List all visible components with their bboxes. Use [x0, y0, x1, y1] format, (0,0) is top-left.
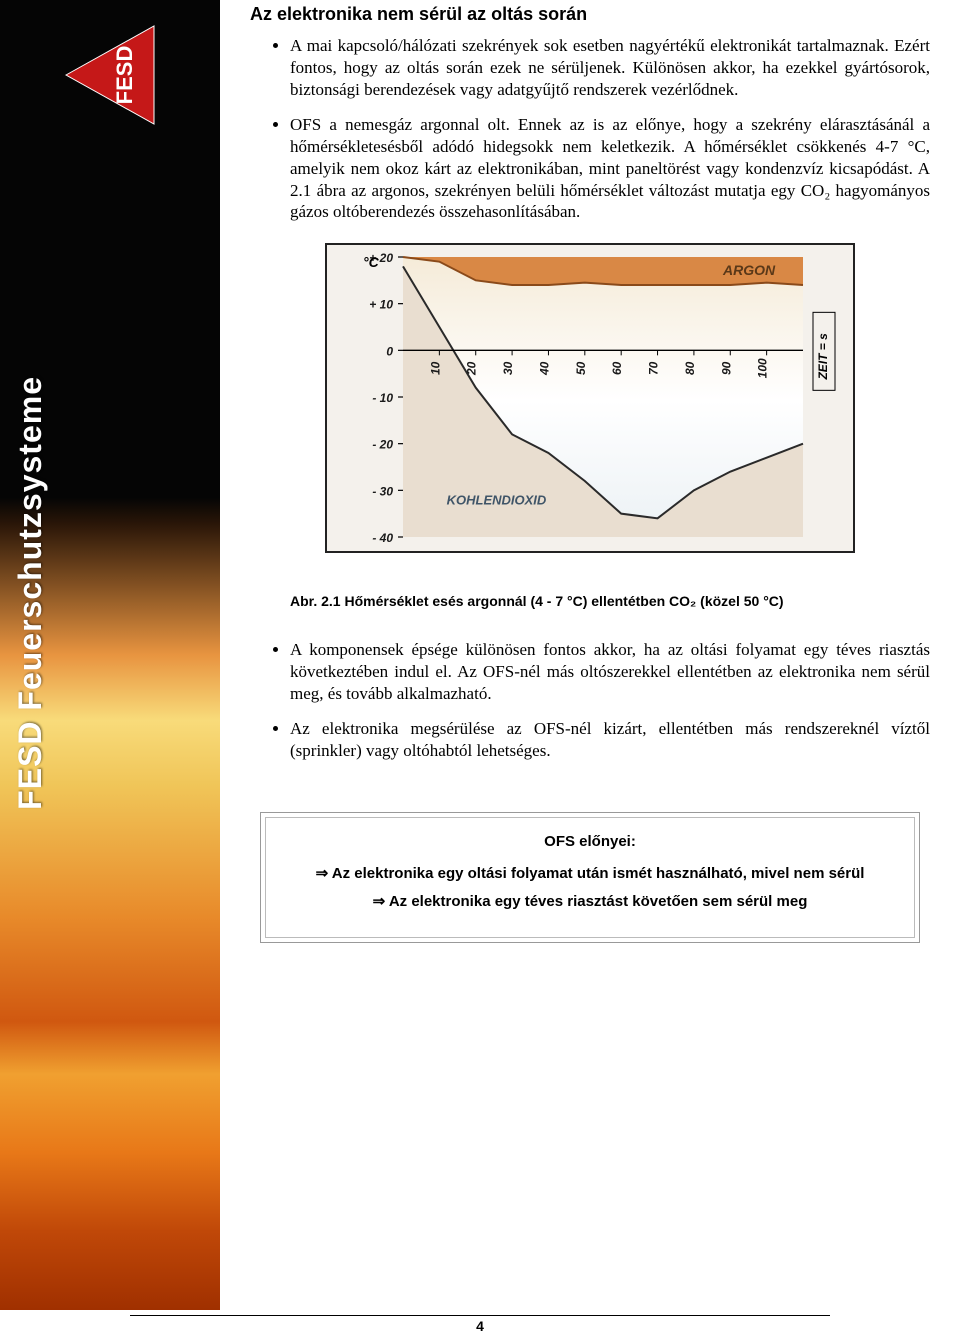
- svg-text:60: 60: [610, 361, 624, 375]
- svg-text:10: 10: [428, 361, 442, 375]
- svg-text:90: 90: [719, 361, 733, 375]
- svg-text:ARGON: ARGON: [722, 262, 776, 278]
- svg-text:- 30: - 30: [372, 484, 393, 498]
- svg-text:ZEIT = s: ZEIT = s: [816, 333, 830, 381]
- chart-caption: Abr. 2.1 Hőmérséklet esés argonnál (4 - …: [290, 593, 930, 609]
- list-item: A komponensek épsége különösen fontos ak…: [290, 639, 930, 704]
- svg-text:- 20: - 20: [372, 438, 393, 452]
- svg-text:0: 0: [386, 344, 393, 358]
- svg-text:+ 10: + 10: [369, 298, 393, 312]
- svg-text:20: 20: [465, 361, 479, 376]
- page-number: 4: [130, 1315, 830, 1334]
- benefits-box: OFS előnyei: ⇒ Az elektronika egy oltási…: [260, 812, 920, 943]
- svg-text:100: 100: [756, 358, 770, 378]
- bullets-bottom: A komponensek épsége különösen fontos ak…: [250, 639, 930, 762]
- main-content: Az elektronika nem sérül az oltás során …: [220, 0, 960, 1340]
- benefits-title: OFS előnyei:: [279, 833, 901, 850]
- svg-text:- 10: - 10: [372, 391, 393, 405]
- list-item: OFS a nemesgáz argonnal olt. Ennek az is…: [290, 114, 930, 223]
- svg-text:°C: °C: [363, 254, 380, 270]
- svg-text:KOHLENDIOXID: KOHLENDIOXID: [447, 492, 547, 507]
- svg-text:50: 50: [574, 361, 588, 375]
- page-heading: Az elektronika nem sérül az oltás során: [250, 4, 930, 25]
- list-item: A mai kapcsoló/hálózati szekrények sok e…: [290, 35, 930, 100]
- svg-text:70: 70: [647, 361, 661, 375]
- bullets-top: A mai kapcsoló/hálózati szekrények sok e…: [250, 35, 930, 223]
- chart-container: + 20+ 100- 10- 20- 30- 40°C1020304050607…: [325, 243, 855, 553]
- svg-text:40: 40: [537, 361, 551, 376]
- sidebar-title: FESD Feuerschutzsysteme: [12, 376, 49, 810]
- temperature-chart: + 20+ 100- 10- 20- 30- 40°C1020304050607…: [325, 243, 855, 553]
- badge-text: FESD: [112, 46, 137, 105]
- fesd-badge: FESD: [60, 20, 170, 135]
- svg-text:- 40: - 40: [372, 531, 393, 545]
- list-item: Az elektronika megsérülése az OFS-nél ki…: [290, 718, 930, 762]
- svg-text:30: 30: [501, 361, 515, 375]
- benefits-item: ⇒ Az elektronika egy oltási folyamat utá…: [279, 864, 901, 882]
- sidebar: FESD FESD Feuerschutzsysteme: [0, 0, 220, 1310]
- benefits-item: ⇒ Az elektronika egy téves riasztást köv…: [279, 892, 901, 910]
- svg-text:80: 80: [683, 361, 697, 375]
